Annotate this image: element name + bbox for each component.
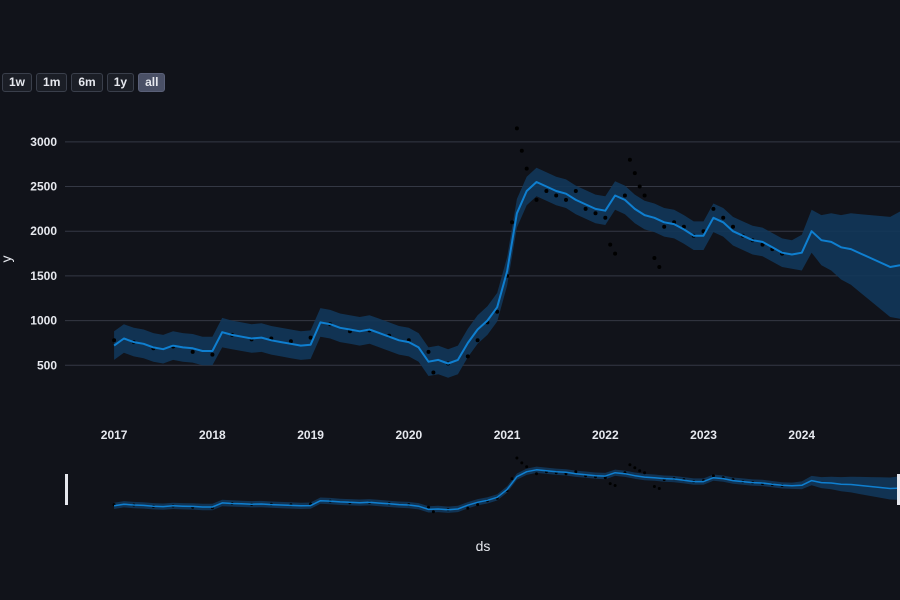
observed-point [524, 166, 529, 171]
x-tick-label: 2023 [690, 428, 717, 442]
observed-point [534, 197, 539, 202]
slider-observed-point [652, 485, 656, 488]
observed-point [544, 189, 549, 193]
observed-point [519, 148, 524, 153]
y-tick-label: 1500 [30, 269, 57, 283]
main-plot-area[interactable] [112, 126, 900, 378]
slider-observed-point [574, 470, 578, 474]
observed-point [711, 206, 716, 211]
observed-point [637, 184, 642, 189]
y-axis-ticks: 500 1000 1500 2000 2500 3000 [30, 135, 57, 372]
observed-point [510, 220, 514, 225]
observed-point [593, 211, 598, 216]
range-slider-right-handle[interactable] [897, 474, 900, 505]
observed-point [603, 215, 608, 220]
observed-point [112, 338, 117, 343]
x-tick-label: 2017 [101, 428, 128, 442]
range-slider-left-handle[interactable] [65, 474, 68, 505]
observed-point [564, 197, 568, 202]
observed-point [662, 224, 667, 229]
x-tick-label: 2020 [395, 428, 422, 442]
observed-point [431, 370, 436, 375]
y-tick-label: 2500 [30, 180, 57, 194]
slider-observed-point [535, 472, 538, 476]
range-button-all[interactable]: all [138, 73, 166, 92]
x-tick-label: 2022 [592, 428, 619, 442]
range-button-1w[interactable]: 1w [2, 73, 33, 92]
observed-point [613, 251, 618, 256]
x-tick-label: 2019 [297, 428, 324, 442]
y-axis-title: y [0, 256, 14, 263]
x-tick-label: 2018 [199, 428, 226, 442]
slider-observed-point [515, 456, 519, 460]
observed-point [583, 206, 588, 211]
slider-observed-point [431, 510, 435, 514]
observed-point [652, 256, 657, 260]
observed-point [657, 265, 662, 269]
x-tick-label: 2021 [494, 428, 521, 442]
slider-observed-point [613, 484, 617, 487]
slider-observed-point [633, 466, 637, 470]
slider-observed-point [427, 505, 430, 509]
range-button-1y[interactable]: 1y [106, 73, 135, 92]
observed-point [465, 354, 470, 359]
range-button-6m[interactable]: 6m [71, 73, 103, 92]
observed-point [426, 349, 431, 354]
y-tick-label: 3000 [30, 135, 57, 149]
observed-point [495, 309, 500, 314]
slider-forecast-line [113, 469, 900, 511]
slider-observed-point [711, 474, 715, 478]
slider-observed-point [638, 469, 642, 473]
observed-point [608, 242, 613, 247]
x-axis-title: ds [476, 538, 491, 554]
forecast-line [113, 181, 900, 365]
observed-point [475, 338, 480, 343]
observed-point [642, 193, 647, 198]
range-selector: 1w 1m 6m 1y all [2, 73, 166, 92]
observed-point [627, 157, 632, 162]
slider-observed-point [520, 461, 524, 465]
slider-observed-point [476, 503, 480, 507]
observed-point [210, 352, 215, 357]
y-tick-label: 2000 [30, 224, 57, 238]
observed-point [681, 224, 686, 229]
x-tick-label: 2024 [788, 428, 815, 442]
range-slider-plot[interactable] [112, 456, 900, 514]
observed-point [554, 193, 559, 198]
observed-point [731, 224, 735, 229]
slider-observed-point [643, 471, 647, 475]
observed-point [288, 339, 293, 344]
range-button-1m[interactable]: 1m [36, 73, 68, 92]
y-tick-label: 1000 [30, 314, 57, 328]
observed-point [721, 215, 726, 220]
observed-point [308, 335, 313, 340]
observed-point [190, 349, 195, 354]
y-tick-label: 500 [37, 358, 57, 372]
observed-point [622, 193, 627, 198]
x-axis-ticks: 2017 2018 2019 2020 2021 2022 2023 2024 [101, 428, 816, 442]
observed-point [573, 189, 578, 193]
observed-point [632, 171, 637, 176]
slider-observed-point [657, 487, 661, 490]
slider-observed-point [608, 482, 612, 486]
slider-observed-point [525, 465, 529, 469]
slider-observed-point [510, 477, 514, 481]
observed-point [760, 242, 765, 247]
slider-observed-point [466, 506, 470, 510]
slider-observed-point [628, 463, 632, 467]
observed-point [514, 126, 519, 131]
slider-observed-point [603, 476, 607, 480]
